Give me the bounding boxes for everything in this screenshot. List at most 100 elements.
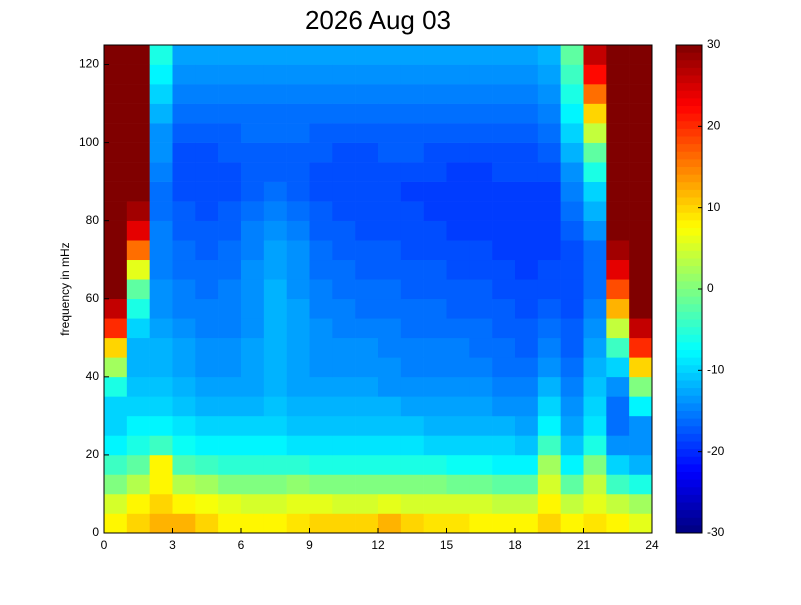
colorbar-tick-label: 10 — [707, 200, 721, 214]
heatmap-cell — [355, 298, 379, 319]
heatmap-cell — [469, 45, 493, 65]
heatmap-cell — [560, 279, 584, 300]
heatmap-cell — [537, 357, 561, 378]
heatmap-cell — [583, 45, 607, 65]
heatmap-cell — [583, 142, 607, 163]
heatmap-cell — [400, 84, 424, 104]
heatmap-cell — [309, 493, 333, 514]
heatmap-cell — [537, 240, 561, 261]
heatmap-cell — [241, 220, 265, 241]
heatmap-cell — [446, 123, 470, 143]
colorbar-swatch — [676, 67, 702, 76]
heatmap-cell — [332, 337, 356, 358]
heatmap-cell — [537, 337, 561, 358]
heatmap-cell — [515, 415, 539, 436]
heatmap-cell — [218, 259, 242, 280]
heatmap-cell — [149, 240, 173, 261]
heatmap-cell — [583, 474, 607, 495]
heatmap-cell — [560, 162, 584, 182]
colorbar-tick-label: 30 — [707, 37, 721, 51]
heatmap-cell — [492, 493, 516, 514]
heatmap-cell — [423, 337, 447, 358]
heatmap-cell — [104, 298, 128, 319]
heatmap-cell — [172, 415, 196, 436]
heatmap-cell — [515, 337, 539, 358]
colorbar-swatch — [676, 372, 702, 381]
heatmap-cell — [104, 220, 128, 241]
heatmap-cell — [332, 513, 356, 534]
heatmap-cell — [355, 240, 379, 261]
colorbar-swatch — [676, 289, 702, 298]
colorbar-swatch — [676, 380, 702, 389]
heatmap-cell — [355, 454, 379, 475]
heatmap-cell — [126, 415, 150, 436]
heatmap-cell — [218, 279, 242, 300]
heatmap-cell — [583, 318, 607, 339]
heatmap-cell — [241, 337, 265, 358]
heatmap-cell — [263, 396, 287, 417]
heatmap-cell — [355, 84, 379, 104]
heatmap-cell — [606, 493, 630, 514]
heatmap-cell — [104, 240, 128, 261]
heatmap-cell — [583, 123, 607, 143]
heatmap-cell — [400, 396, 424, 417]
heatmap-cell — [515, 279, 539, 300]
heatmap-cell — [172, 318, 196, 339]
heatmap-cell — [629, 357, 653, 378]
heatmap-cell — [172, 435, 196, 456]
heatmap-cell — [446, 415, 470, 436]
heatmap-cell — [104, 415, 128, 436]
heatmap-cell — [583, 415, 607, 436]
heatmap-cell — [149, 454, 173, 475]
heatmap-cell — [423, 279, 447, 300]
heatmap-cell — [195, 84, 219, 104]
x-tick-label: 12 — [371, 538, 385, 552]
colorbar-swatch — [676, 167, 702, 176]
heatmap-cell — [446, 240, 470, 261]
heatmap-cell — [606, 103, 630, 124]
x-tick-label: 24 — [645, 538, 659, 552]
heatmap-cell — [629, 415, 653, 436]
heatmap-cell — [423, 454, 447, 475]
heatmap-cell — [195, 474, 219, 495]
heatmap-cell — [286, 123, 310, 143]
heatmap-cell — [309, 513, 333, 534]
colorbar-swatch — [676, 258, 702, 267]
heatmap-cell — [286, 162, 310, 182]
heatmap-cell — [309, 64, 333, 85]
heatmap-cell — [400, 318, 424, 339]
heatmap-cell — [104, 357, 128, 378]
heatmap-cell — [629, 84, 653, 104]
heatmap-cell — [126, 142, 150, 163]
heatmap-cell — [583, 376, 607, 397]
heatmap-cell — [309, 396, 333, 417]
heatmap-cell — [492, 454, 516, 475]
heatmap-cell — [492, 142, 516, 163]
heatmap-cell — [400, 201, 424, 221]
colorbar-swatch — [676, 220, 702, 229]
heatmap-cell — [104, 181, 128, 202]
heatmap-cell — [515, 318, 539, 339]
heatmap-cell — [583, 201, 607, 221]
heatmap-cell — [126, 435, 150, 456]
heatmap-cell — [423, 396, 447, 417]
heatmap-cell — [355, 181, 379, 202]
heatmap-cell — [378, 103, 402, 124]
heatmap-cell — [560, 376, 584, 397]
heatmap-cell — [515, 474, 539, 495]
heatmap-cell — [560, 513, 584, 534]
heatmap-cell — [629, 337, 653, 358]
colorbar-swatch — [676, 273, 702, 282]
heatmap-cell — [355, 415, 379, 436]
heatmap-cell — [149, 396, 173, 417]
colorbar-tick-label: -30 — [707, 525, 725, 539]
heatmap-cell — [583, 103, 607, 124]
heatmap-cell — [537, 142, 561, 163]
heatmap-cell — [218, 513, 242, 534]
heatmap-cell — [309, 474, 333, 495]
heatmap-cell — [126, 240, 150, 261]
heatmap-cell — [172, 376, 196, 397]
y-tick-label: 40 — [86, 369, 100, 383]
heatmap-cell — [423, 103, 447, 124]
heatmap-cell — [629, 45, 653, 65]
